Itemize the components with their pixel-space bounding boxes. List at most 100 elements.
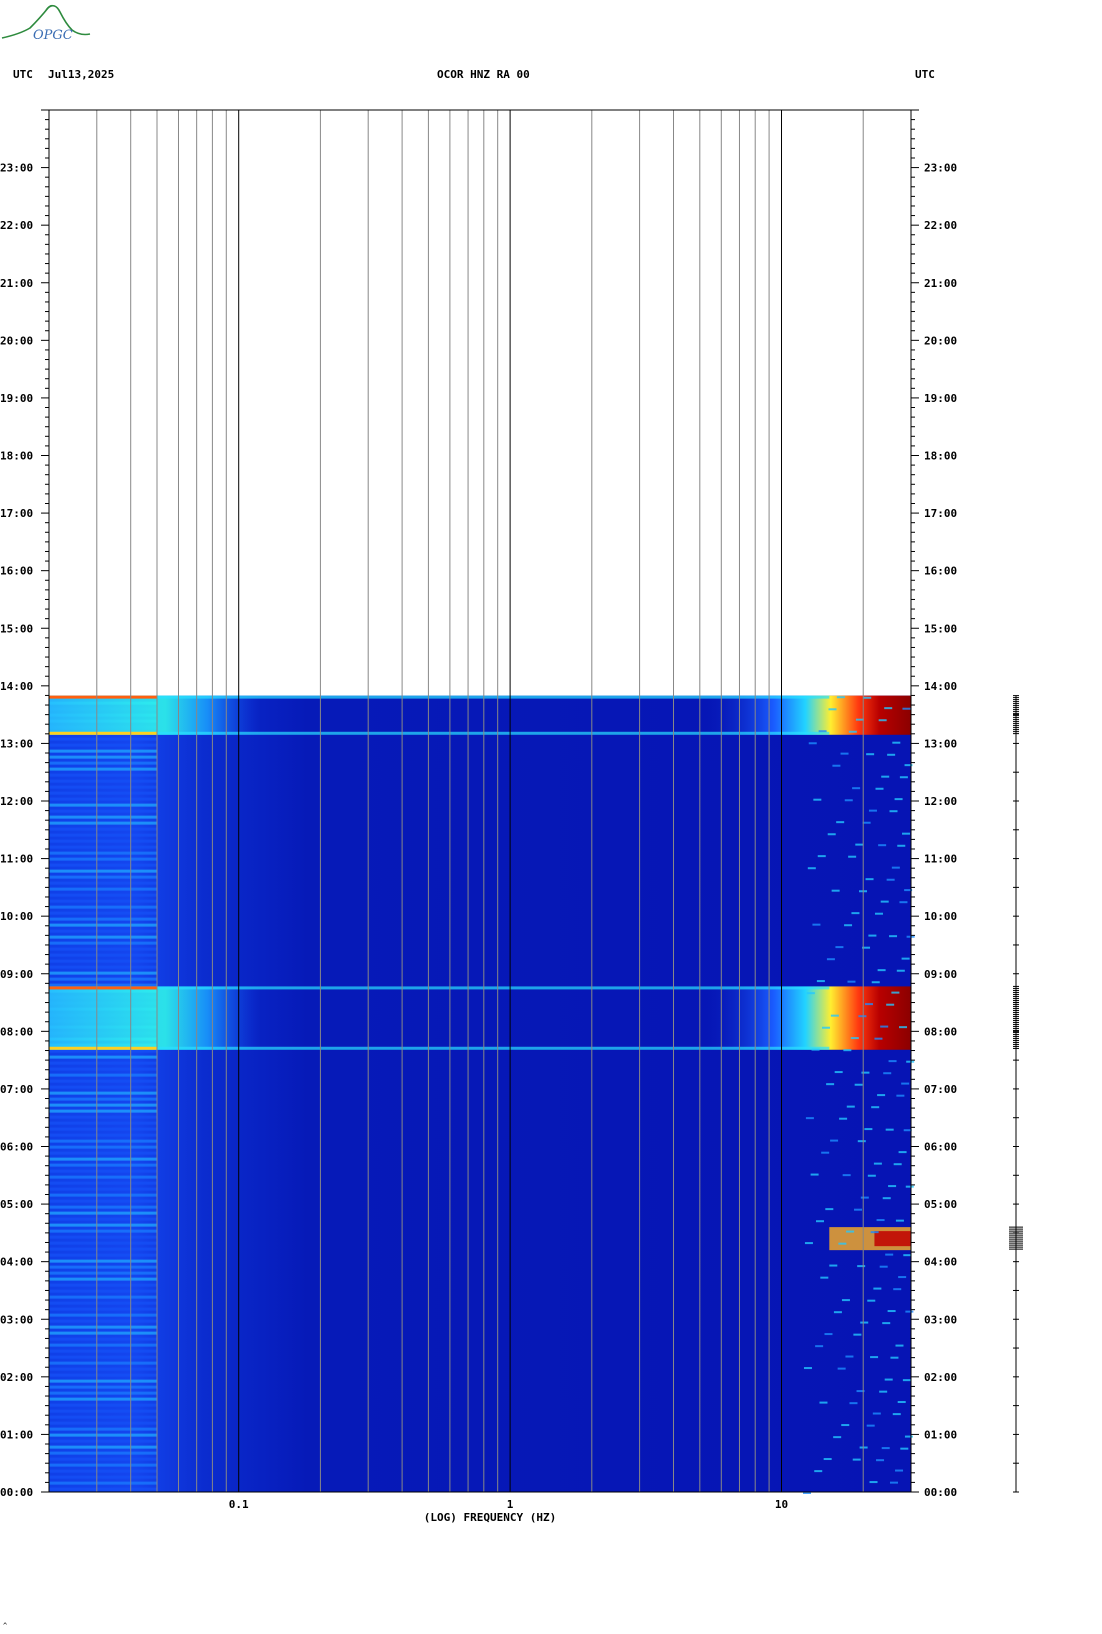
- heatmap-row: [49, 1073, 158, 1077]
- speckle: [848, 730, 857, 733]
- speckle: [834, 1071, 843, 1074]
- heatmap-row: [49, 1175, 158, 1179]
- speckle: [895, 1344, 904, 1347]
- heatmap-row: [49, 767, 158, 771]
- y-tick-label-left: 18:00: [0, 450, 33, 463]
- speckle: [855, 843, 864, 846]
- speckle: [865, 878, 874, 881]
- heatmap-row: [49, 1463, 158, 1467]
- speckle: [861, 1071, 870, 1074]
- heatmap-row: [49, 1223, 158, 1227]
- y-tick-label-right: 17:00: [924, 507, 957, 520]
- heatmap-row: [49, 1301, 158, 1305]
- heatmap-row: [49, 1475, 158, 1479]
- speckle: [888, 1060, 897, 1063]
- speckle: [860, 1196, 869, 1199]
- speckle: [904, 889, 913, 892]
- speckle: [867, 1174, 876, 1177]
- heatmap-row: [49, 737, 158, 741]
- speckle: [832, 764, 841, 767]
- heatmap-row: [49, 869, 158, 873]
- heatmap-row: [49, 959, 158, 963]
- speckle: [820, 1276, 829, 1279]
- speckle: [845, 1355, 854, 1358]
- heatmap-row: [49, 1487, 158, 1491]
- speckle: [896, 969, 905, 972]
- y-tick-label-left: 17:00: [0, 507, 33, 520]
- speckle: [802, 1492, 811, 1494]
- speckle: [899, 1026, 908, 1029]
- speckle: [871, 1106, 880, 1109]
- y-tick-label-left: 23:00: [0, 162, 33, 175]
- y-tick-label-left: 13:00: [0, 737, 33, 750]
- y-tick-label-left: 00:00: [0, 1486, 33, 1499]
- y-tick-label-left: 21:00: [0, 277, 33, 290]
- heatmap-row: [49, 1457, 158, 1461]
- heatmap-row: [49, 1217, 158, 1221]
- speckle: [842, 1174, 851, 1177]
- speckle: [803, 1367, 812, 1370]
- y-tick-label-right: 16:00: [924, 565, 957, 578]
- heatmap-row: [49, 1199, 158, 1203]
- event-onset-line: [49, 986, 830, 990]
- event-band-high-freq: [699, 986, 911, 1050]
- heatmap-row: [49, 977, 158, 981]
- heatmap-row: [49, 1169, 158, 1173]
- speckle: [853, 1333, 862, 1336]
- speckle: [841, 1299, 850, 1302]
- y-tick-label-right: 22:00: [924, 219, 957, 232]
- speckle: [807, 867, 816, 870]
- y-tick-label-left: 14:00: [0, 680, 33, 693]
- speckle: [839, 1117, 848, 1120]
- y-tick-label-left: 22:00: [0, 219, 33, 232]
- speckle: [840, 752, 849, 755]
- event-low-marker: [49, 986, 158, 990]
- speckle: [900, 1447, 909, 1450]
- y-tick-label-right: 14:00: [924, 680, 957, 693]
- speckle: [849, 1402, 858, 1405]
- event-band-low-freq: [49, 986, 261, 1050]
- y-tick-label-left: 05:00: [0, 1198, 33, 1211]
- speckle: [872, 1412, 881, 1415]
- speckle: [848, 855, 857, 858]
- heatmap-row: [49, 1271, 158, 1275]
- heatmap-row: [49, 953, 158, 957]
- heatmap-row: [49, 1205, 158, 1209]
- speckle: [844, 799, 853, 802]
- speckle: [896, 1094, 905, 1097]
- utc-label-left: UTC: [13, 68, 33, 81]
- speckle: [868, 934, 877, 937]
- heatmap-row: [49, 881, 158, 885]
- speckle: [873, 1287, 882, 1290]
- heatmap-row: [49, 815, 158, 819]
- speckle: [903, 1254, 912, 1257]
- speckle: [843, 1049, 852, 1052]
- heatmap-row: [49, 839, 158, 843]
- speckle: [864, 1003, 873, 1006]
- heatmap-row: [49, 1109, 158, 1113]
- speckle: [829, 1264, 838, 1267]
- speckle: [889, 935, 898, 938]
- heatmap-row: [49, 1415, 158, 1419]
- heatmap-row: [49, 1379, 158, 1383]
- y-tick-label-right: 10:00: [924, 910, 957, 923]
- speckle: [812, 923, 821, 926]
- y-tick-label-right: 05:00: [924, 1198, 957, 1211]
- heatmap-row: [49, 947, 158, 951]
- heatmap-row: [49, 1325, 158, 1329]
- y-tick-label-left: 08:00: [0, 1025, 33, 1038]
- date-label: Jul13,2025: [48, 68, 115, 81]
- y-tick-label-left: 16:00: [0, 565, 33, 578]
- heatmap-row: [49, 1067, 158, 1071]
- speckle: [830, 1014, 839, 1017]
- heatmap-row: [49, 1289, 158, 1293]
- speckle: [888, 1185, 897, 1188]
- heatmap-row: [49, 1091, 158, 1095]
- heatmap-row: [49, 1151, 158, 1155]
- speckle: [876, 1219, 885, 1222]
- speckle: [818, 730, 827, 733]
- heatmap-row: [49, 923, 158, 927]
- speckle: [860, 1321, 869, 1324]
- heatmap-row: [49, 1283, 158, 1287]
- y-tick-label-right: 12:00: [924, 795, 957, 808]
